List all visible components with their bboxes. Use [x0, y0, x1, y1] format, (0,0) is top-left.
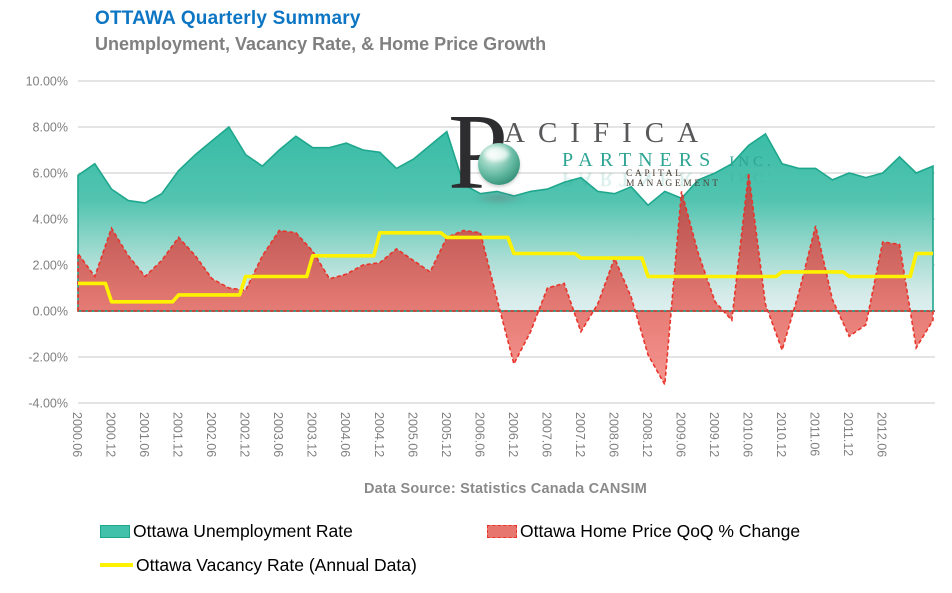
svg-text:2011.12: 2011.12: [841, 412, 855, 456]
page-title: OTTAWA Quarterly Summary: [95, 8, 361, 29]
svg-text:8.00%: 8.00%: [33, 121, 68, 135]
svg-text:2009.06: 2009.06: [674, 412, 688, 457]
svg-text:2007.06: 2007.06: [539, 412, 553, 457]
svg-text:2007.12: 2007.12: [573, 412, 587, 457]
svg-text:2008.06: 2008.06: [606, 412, 620, 457]
vacancy-line-swatch-icon: [100, 562, 133, 568]
svg-text:-2.00%: -2.00%: [28, 351, 68, 365]
svg-text:2005.12: 2005.12: [439, 412, 453, 457]
svg-text:2006.12: 2006.12: [506, 412, 520, 457]
svg-text:6.00%: 6.00%: [33, 167, 68, 181]
legend-item-unemployment: Ottawa Unemployment Rate: [100, 520, 353, 541]
svg-text:10.00%: 10.00%: [26, 75, 68, 89]
svg-text:-4.00%: -4.00%: [28, 397, 68, 411]
svg-text:2002.06: 2002.06: [204, 412, 218, 457]
svg-text:2008.12: 2008.12: [640, 412, 654, 457]
svg-text:2012.06: 2012.06: [875, 412, 889, 457]
chart-header: OTTAWA Quarterly Summary Unemployment, V…: [95, 8, 546, 55]
svg-text:4.00%: 4.00%: [33, 213, 68, 227]
svg-text:2.00%: 2.00%: [33, 259, 68, 273]
svg-text:2010.12: 2010.12: [774, 412, 788, 457]
svg-text:2003.12: 2003.12: [305, 412, 319, 457]
page-subtitle: Unemployment, Vacancy Rate, & Home Price…: [95, 34, 547, 54]
svg-text:2004.12: 2004.12: [372, 412, 386, 457]
svg-text:2003.06: 2003.06: [271, 412, 285, 457]
svg-text:2005.06: 2005.06: [405, 412, 419, 457]
svg-text:2000.06: 2000.06: [70, 412, 84, 457]
svg-text:2004.06: 2004.06: [338, 412, 352, 457]
legend-item-home-price: Ottawa Home Price QoQ % Change: [487, 520, 801, 541]
svg-text:2001.06: 2001.06: [137, 412, 151, 457]
svg-text:2010.06: 2010.06: [741, 412, 755, 457]
svg-text:2009.12: 2009.12: [707, 412, 721, 457]
home-price-area-swatch-icon: [487, 524, 517, 538]
data-source-note: Data Source: Statistics Canada CANSIM: [364, 481, 647, 497]
unemployment-area-swatch-icon: [100, 524, 130, 538]
legend-label: Ottawa Home Price QoQ % Change: [520, 520, 801, 541]
svg-text:0.00%: 0.00%: [33, 305, 68, 319]
legend-label: Ottawa Unemployment Rate: [133, 520, 353, 541]
svg-text:2002.12: 2002.12: [238, 412, 252, 457]
legend-label: Ottawa Vacancy Rate (Annual Data): [136, 554, 417, 575]
svg-text:2006.06: 2006.06: [472, 412, 486, 457]
svg-text:2001.12: 2001.12: [171, 412, 185, 457]
legend-item-vacancy: Ottawa Vacancy Rate (Annual Data): [100, 554, 417, 575]
svg-text:2011.06: 2011.06: [808, 412, 822, 456]
svg-text:2000.12: 2000.12: [104, 412, 118, 457]
